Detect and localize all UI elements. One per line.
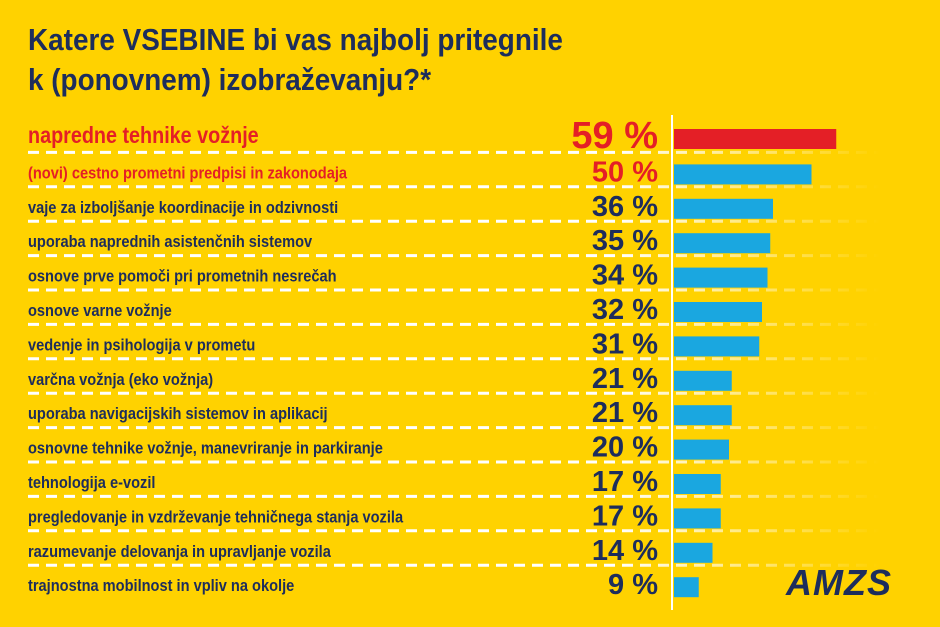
bar xyxy=(674,336,760,357)
amzs-logo: AMZS xyxy=(786,562,892,603)
bar xyxy=(674,233,771,254)
bar xyxy=(674,267,768,288)
bar xyxy=(674,370,732,391)
title-line-1: Katere VSEBINE bi vas najbolj pritegnile xyxy=(28,22,563,57)
bar xyxy=(674,198,773,219)
category-label: varčna vožnja (eko vožnja) xyxy=(28,371,213,389)
bar xyxy=(674,302,762,322)
bar xyxy=(674,474,721,494)
value-label: 36 % xyxy=(592,191,658,223)
category-label: pregledovanje in vzdrževanje tehničnega … xyxy=(28,508,403,526)
value-label: 31 % xyxy=(592,328,658,360)
value-label: 9 % xyxy=(608,569,658,601)
category-label: trajnostna mobilnost in vpliv na okolje xyxy=(28,577,294,595)
title-line-2: k (ponovnem) izobraževanju?* xyxy=(28,62,432,97)
category-label: osnove varne vožnje xyxy=(28,302,172,320)
category-label: tehnologija e-vozil xyxy=(28,474,155,492)
bar xyxy=(674,577,699,598)
value-label: 17 % xyxy=(592,500,658,532)
category-label: napredne tehnike vožnje xyxy=(28,123,259,149)
category-label: uporaba navigacijskih sistemov in aplika… xyxy=(28,405,328,423)
category-label: razumevanje delovanja in upravljanje voz… xyxy=(28,543,331,561)
value-label: 20 % xyxy=(592,432,658,464)
bar xyxy=(674,508,721,529)
category-label: osnove prve pomoči pri prometnih nesreča… xyxy=(28,268,337,286)
value-label: 21 % xyxy=(592,397,658,429)
value-label: 35 % xyxy=(592,225,658,257)
category-label: (novi) cestno prometni predpisi in zakon… xyxy=(28,164,347,182)
value-label: 17 % xyxy=(592,466,658,498)
bar xyxy=(674,164,812,185)
value-label: 59 % xyxy=(571,115,658,157)
value-label: 50 % xyxy=(592,156,658,188)
value-label: 21 % xyxy=(592,363,658,395)
category-label: osnovne tehnike vožnje, manevriranje in … xyxy=(28,440,383,458)
category-label: uporaba naprednih asistenčnih sistemov xyxy=(28,233,312,251)
value-label: 32 % xyxy=(592,294,658,326)
category-label: vaje za izboljšanje koordinacije in odzi… xyxy=(28,199,338,217)
category-label: vedenje in psihologija v prometu xyxy=(28,336,255,354)
bar xyxy=(674,129,837,149)
bar xyxy=(674,542,713,563)
bar xyxy=(674,439,729,460)
value-label: 34 % xyxy=(592,260,658,292)
bar xyxy=(674,405,732,426)
value-label: 14 % xyxy=(592,535,658,567)
